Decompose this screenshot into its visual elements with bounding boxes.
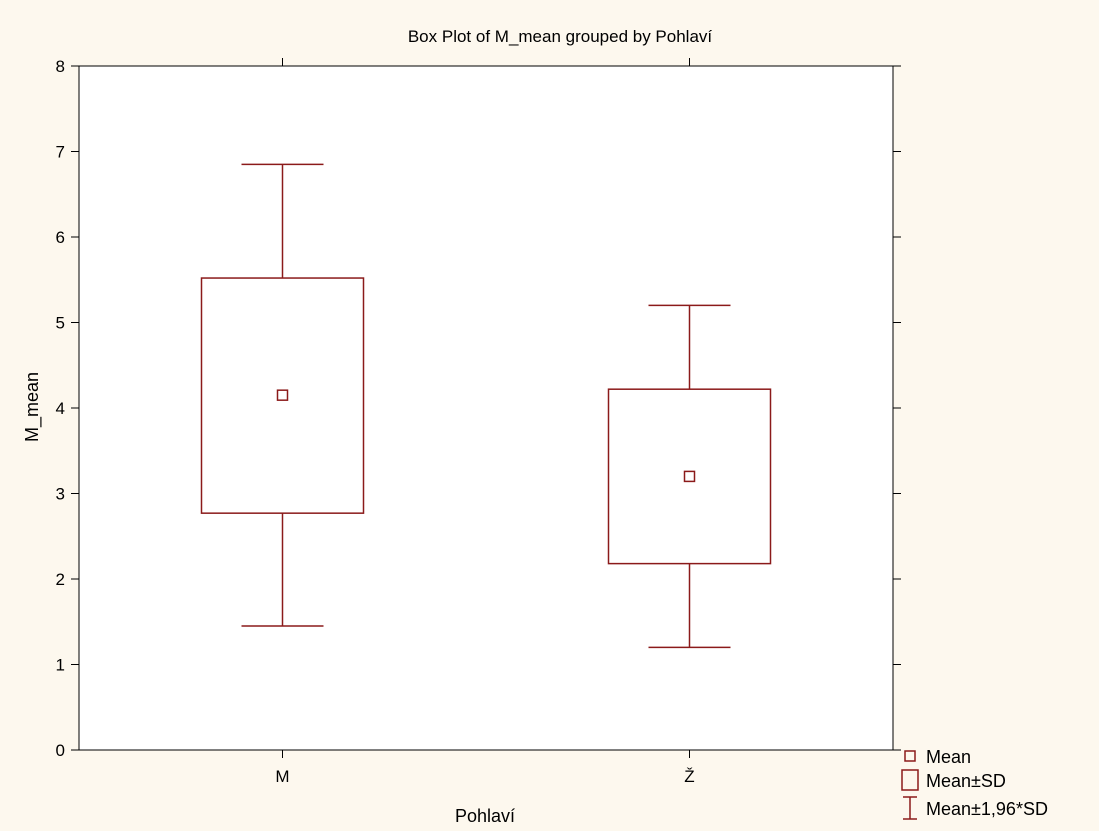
x-tick-label: Ž	[684, 767, 694, 786]
x-axis-title: Pohlaví	[455, 806, 515, 826]
sd-box	[607, 388, 772, 565]
chart-marks	[200, 163, 772, 649]
legend: Mean Mean±SD Mean±1,96*SD	[901, 747, 1048, 820]
legend-label: Mean±1,96*SD	[926, 799, 1048, 819]
legend-sd-box-symbol	[901, 769, 919, 791]
box-group	[607, 304, 772, 649]
y-tick-label: 0	[56, 741, 65, 760]
legend-label: Mean	[926, 747, 971, 767]
y-tick-label: 3	[56, 485, 65, 504]
y-axis-title: M_mean	[22, 372, 43, 442]
y-axis-ticks: 0 1 2 3 4 5 6 7 8	[56, 57, 901, 760]
y-tick-label: 6	[56, 228, 65, 247]
plot-background	[79, 66, 893, 750]
y-tick-label: 8	[56, 57, 65, 76]
plot-frame	[78, 65, 894, 751]
y-tick-label: 7	[56, 143, 65, 162]
y-tick-label: 1	[56, 656, 65, 675]
chart-title: Box Plot of M_mean grouped by Pohlaví	[408, 27, 713, 46]
y-tick-label: 2	[56, 570, 65, 589]
legend-label: Mean±SD	[926, 771, 1006, 791]
x-tick-label: M	[275, 767, 289, 786]
mean-marker	[683, 470, 696, 483]
box-group	[200, 163, 365, 627]
legend-mean-symbol	[904, 750, 916, 762]
mean-marker	[276, 389, 289, 401]
sd-box	[200, 277, 365, 514]
y-tick-label: 5	[56, 314, 65, 333]
y-tick-label: 4	[56, 399, 65, 418]
